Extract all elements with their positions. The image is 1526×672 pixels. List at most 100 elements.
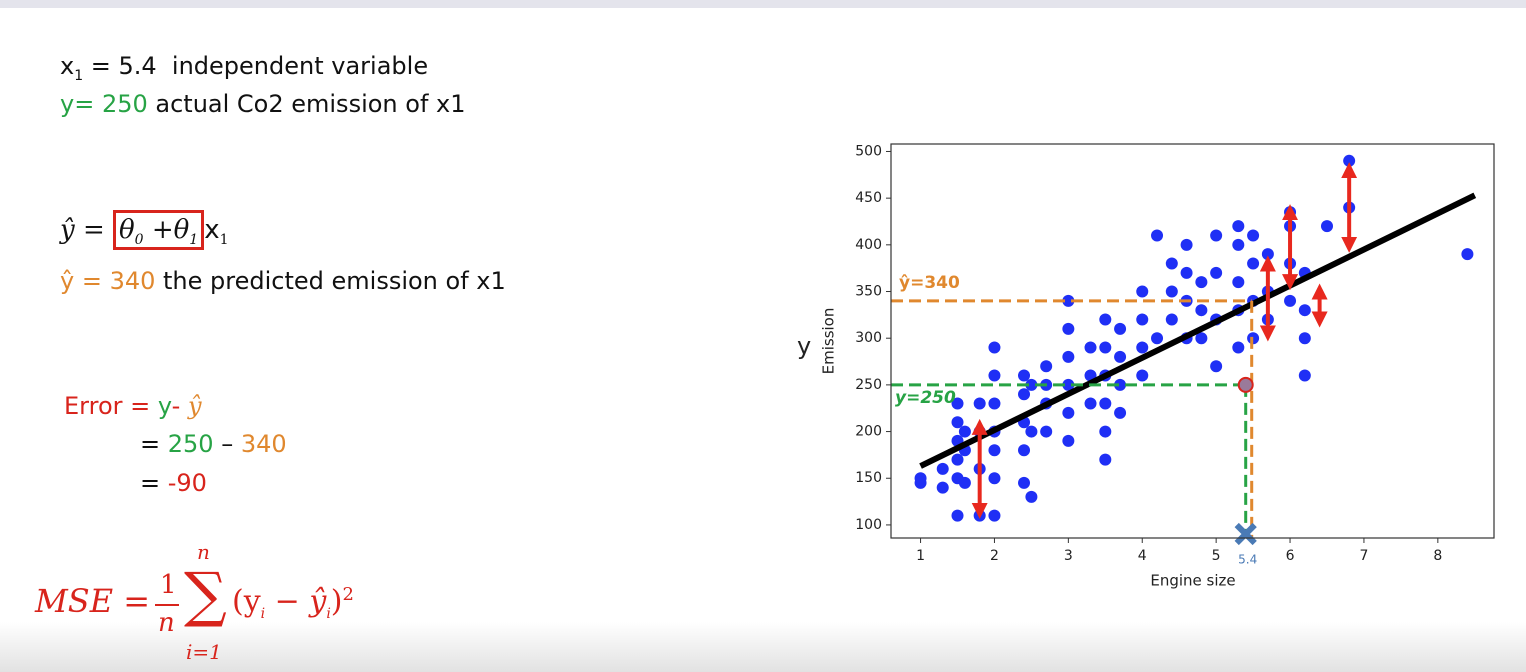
predicted-label: ŷ=340 <box>899 273 960 293</box>
point <box>1114 322 1127 335</box>
point <box>1247 229 1260 242</box>
point <box>1025 490 1038 503</box>
frac-bar <box>155 604 179 606</box>
point <box>1210 266 1223 279</box>
point <box>1018 444 1031 457</box>
sub: 1 <box>219 232 229 249</box>
point <box>1247 257 1260 270</box>
yhat: ŷ <box>187 392 202 420</box>
y-axis-label: Emission <box>820 308 838 375</box>
x-marker <box>1234 522 1257 546</box>
y-tick-label: 150 <box>855 470 882 486</box>
point <box>1298 304 1311 317</box>
point <box>973 509 986 522</box>
point <box>1062 322 1075 335</box>
point <box>1099 397 1112 410</box>
point <box>1114 350 1127 363</box>
model: ŷ = θ0 +θ1 x1 <box>60 210 229 250</box>
x-tick-label: 4 <box>1138 548 1147 564</box>
point <box>958 476 971 489</box>
actual: y= 250 <box>60 90 148 118</box>
point <box>988 397 1001 410</box>
top-bar <box>0 0 1526 8</box>
fit-line <box>919 192 1477 469</box>
line-4: ŷ = 340 the predicted emission of x1 <box>60 267 506 295</box>
sub: i <box>326 606 331 622</box>
sub: 1 <box>189 232 199 249</box>
theta: +θ <box>143 215 190 245</box>
point <box>1165 257 1178 270</box>
text: the predicted emission of x1 <box>155 267 506 295</box>
point <box>1099 313 1112 326</box>
text: actual Co2 emission of x1 <box>147 90 466 118</box>
point <box>1298 332 1311 345</box>
point <box>1343 154 1356 167</box>
term: (y <box>232 584 261 619</box>
point <box>1195 304 1208 317</box>
point <box>1018 369 1031 382</box>
point <box>1232 238 1245 251</box>
power: 2 <box>342 584 354 605</box>
dash: – <box>221 430 234 458</box>
term: − ŷ <box>265 584 327 619</box>
point <box>1195 332 1208 345</box>
mse-term: (yi − ŷi)2 <box>232 584 354 622</box>
point <box>1210 229 1223 242</box>
actual: 250 <box>167 430 214 458</box>
point <box>1461 248 1474 261</box>
sum-bottom: i=1 <box>186 640 222 664</box>
point <box>1136 369 1149 382</box>
point <box>958 425 971 438</box>
sub: 0 <box>134 232 144 249</box>
plot-frame <box>890 143 1495 539</box>
point <box>1232 220 1245 233</box>
frac-num: 1 <box>160 570 177 600</box>
point <box>1040 425 1053 438</box>
point <box>988 369 1001 382</box>
point <box>1025 378 1038 391</box>
point <box>1136 285 1149 298</box>
x-tick-label: 3 <box>1064 548 1073 564</box>
point <box>1099 453 1112 466</box>
bottom-shade <box>0 622 1526 672</box>
x-tick-label: 8 <box>1433 548 1442 564</box>
params-box: θ0 +θ1 <box>113 210 205 250</box>
point <box>1210 360 1223 373</box>
x-tick-label: 5 <box>1212 548 1221 564</box>
theta: θ <box>119 215 135 245</box>
x-tick-label: 7 <box>1359 548 1368 564</box>
point <box>951 416 964 429</box>
x-tick-label: 1 <box>916 548 925 564</box>
point <box>988 341 1001 354</box>
point <box>914 476 927 489</box>
predicted: ŷ = 340 <box>60 267 156 295</box>
point <box>1062 406 1075 419</box>
result: -90 <box>167 469 207 497</box>
point <box>1232 276 1245 289</box>
lhs: ŷ = <box>60 215 105 245</box>
point <box>1284 294 1297 307</box>
point <box>1084 341 1097 354</box>
point <box>1040 360 1053 373</box>
sigma: ∑ <box>184 560 227 630</box>
point <box>1232 341 1245 354</box>
point <box>1298 369 1311 382</box>
point <box>1180 266 1193 279</box>
point <box>1261 248 1274 261</box>
text: = 5.4 independent variable <box>83 52 429 80</box>
point <box>1018 388 1031 401</box>
x-tick-label: 2 <box>990 548 999 564</box>
frac-den: n <box>158 608 175 638</box>
point <box>1136 313 1149 326</box>
point <box>951 453 964 466</box>
point <box>1062 434 1075 447</box>
point <box>1195 276 1208 289</box>
point <box>1165 313 1178 326</box>
point <box>988 509 1001 522</box>
point <box>936 462 949 475</box>
sub: i <box>260 606 266 622</box>
line-2: y= 250 actual Co2 emission of x1 <box>60 90 466 118</box>
y: y <box>157 392 172 420</box>
